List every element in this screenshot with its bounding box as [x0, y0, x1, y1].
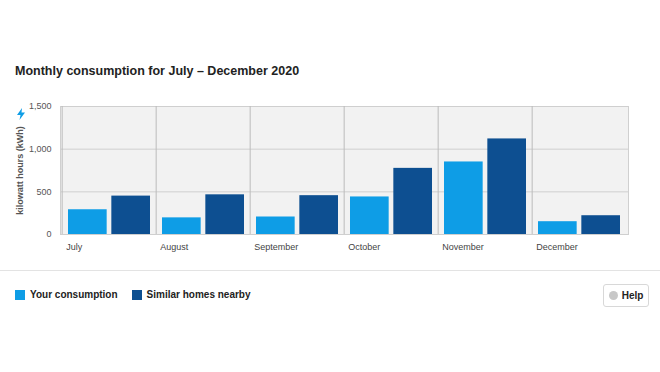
svg-text:July: July — [66, 242, 83, 252]
html-text:Similar homes nearby: Similar homes nearby — [146, 289, 251, 300]
html-text:Help: Help — [621, 290, 644, 301]
svg-text:September: September — [254, 242, 298, 252]
html-text:Your consumption: Your consumption — [30, 289, 118, 300]
html-text:Monthly consumption for July –: Monthly consumption for July – December … — [15, 64, 300, 78]
svg-text:August: August — [160, 242, 189, 252]
svg-text:1,000: 1,000 — [29, 144, 52, 154]
svg-text:November: November — [442, 242, 484, 252]
svg-text:October: October — [348, 242, 380, 252]
svg-text:kilowatt hours (kWh): kilowatt hours (kWh) — [15, 126, 25, 215]
svg-text:0: 0 — [46, 229, 51, 239]
svg-text:1,500: 1,500 — [29, 101, 52, 111]
svg-text:December: December — [536, 242, 578, 252]
svg-text:500: 500 — [36, 187, 51, 197]
